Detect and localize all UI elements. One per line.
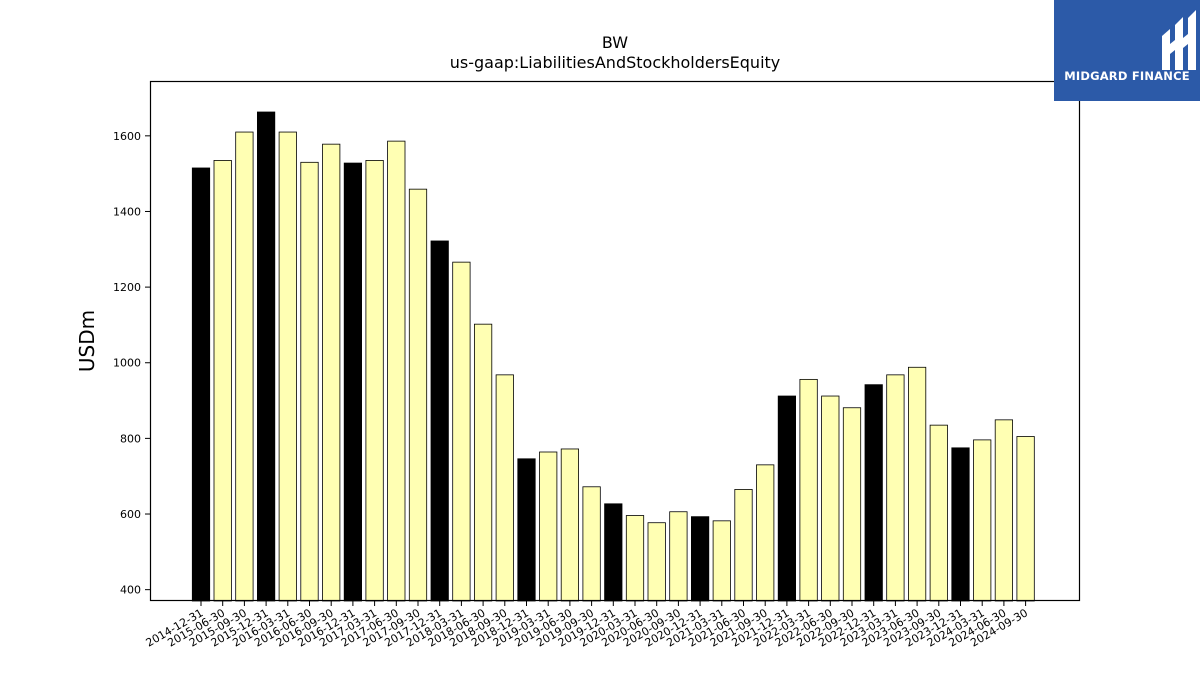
bar-2016-03-31 — [278, 131, 297, 602]
bar-2020-06-30 — [647, 522, 666, 602]
bar-2019-12-31 — [604, 503, 623, 602]
bars-group — [191, 111, 1035, 602]
chart-title: BW — [602, 33, 628, 52]
bar-2023-09-30 — [929, 424, 948, 602]
bar-2017-03-31 — [365, 160, 384, 602]
plot-frame — [149, 80, 1081, 602]
y-tick-label: 600 — [120, 508, 141, 521]
bar-2015-12-31 — [256, 111, 276, 602]
bar-2018-09-30 — [495, 374, 514, 602]
midgard-finance-logo: MIDGARD FINANCE — [1054, 0, 1200, 101]
bar-2019-09-30 — [582, 486, 601, 602]
y-tick-label: 1000 — [113, 357, 141, 370]
bar-2014-12-31 — [191, 167, 211, 602]
y-tick-label: 400 — [120, 584, 141, 597]
bar-2019-03-31 — [539, 451, 558, 602]
bar-2024-06-30 — [994, 419, 1014, 602]
bar-2022-12-31 — [864, 384, 883, 602]
brand-name: MIDGARD FINANCE — [1064, 69, 1190, 83]
bar-2023-06-30 — [908, 366, 927, 602]
bar-2017-06-30 — [387, 140, 406, 602]
midgard-logo-icon — [1162, 10, 1196, 70]
bar-2020-09-30 — [669, 511, 688, 602]
bar-2022-03-31 — [799, 378, 818, 602]
bar-2024-03-31 — [973, 439, 992, 602]
bar-2018-06-30 — [473, 323, 493, 602]
bar-2016-09-30 — [322, 143, 341, 602]
bar-2022-09-30 — [842, 407, 862, 602]
bar-2016-12-31 — [343, 162, 363, 602]
bar-2023-12-31 — [951, 447, 970, 602]
y-tick-label: 1600 — [113, 130, 141, 143]
bar-2020-12-31 — [691, 516, 710, 602]
bar-2016-06-30 — [300, 161, 319, 602]
y-tick-label: 800 — [120, 432, 141, 445]
bar-2015-09-30 — [235, 131, 254, 602]
chart-subtitle: us-gaap:LiabilitiesAndStockholdersEquity — [450, 53, 781, 72]
y-axis-ticks: 400 600 800 1000 1200 1400 1600 — [113, 130, 150, 597]
bar-2023-03-31 — [886, 374, 905, 602]
bar-2018-03-31 — [452, 261, 471, 602]
bar-2021-09-30 — [756, 464, 775, 602]
y-tick-label: 1200 — [113, 281, 141, 294]
bar-2021-06-30 — [734, 489, 753, 602]
bar-2024-09-30 — [1016, 436, 1035, 602]
bar-2022-06-30 — [821, 395, 840, 602]
y-axis-label: USDm — [75, 310, 99, 372]
bar-2017-12-31 — [430, 240, 449, 602]
bar-2018-12-31 — [517, 458, 536, 602]
bar-2017-09-30 — [408, 188, 428, 602]
bar-2021-03-31 — [712, 520, 731, 602]
bar-2019-06-30 — [560, 448, 580, 602]
bar-2015-06-30 — [213, 160, 232, 602]
bar-2020-03-31 — [625, 515, 645, 602]
bar-2021-12-31 — [777, 395, 797, 602]
x-axis-ticks: 2014-12-312015-06-302015-09-302015-12-31… — [144, 601, 1030, 650]
y-tick-label: 1400 — [113, 205, 141, 218]
